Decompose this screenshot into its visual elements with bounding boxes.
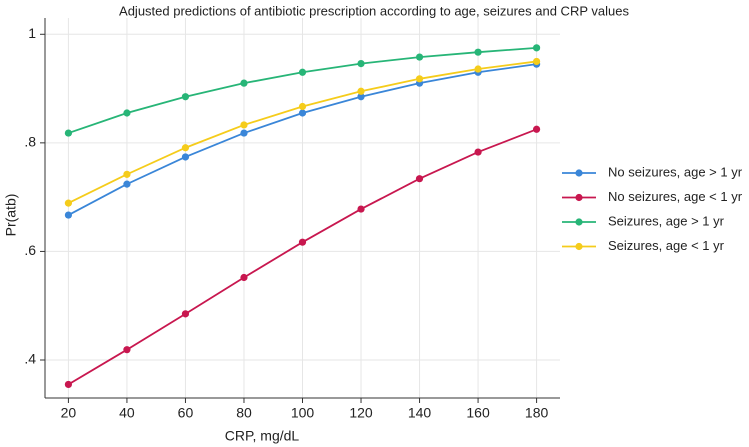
x-tick-label: 20 <box>61 405 77 421</box>
data-point <box>181 153 190 161</box>
legend-marker <box>575 218 583 226</box>
chart-title: Adjusted predictions of antibiotic presc… <box>119 3 629 18</box>
legend-marker <box>575 193 583 202</box>
data-point <box>64 380 73 389</box>
data-point <box>240 79 248 87</box>
data-point <box>532 57 541 66</box>
data-point <box>415 75 424 83</box>
y-tick-label: .6 <box>24 242 36 258</box>
y-tick-label: .8 <box>24 134 36 150</box>
data-point <box>357 93 365 101</box>
legend-label: Seizures, age > 1 yr <box>608 213 725 228</box>
x-tick-label: 40 <box>119 405 135 421</box>
data-point <box>64 129 73 137</box>
data-point <box>298 109 307 117</box>
data-point <box>415 175 424 183</box>
x-tick-label: 100 <box>291 405 315 421</box>
data-point <box>181 93 190 101</box>
x-tick-label: 120 <box>349 405 373 421</box>
data-point <box>240 121 248 129</box>
data-point <box>298 68 307 76</box>
data-point <box>474 148 482 156</box>
y-tick-label: .4 <box>24 351 36 367</box>
legend-label: Seizures, age < 1 yr <box>608 238 725 253</box>
data-point <box>181 144 190 152</box>
legend-label: No seizures, age < 1 yr <box>608 189 743 204</box>
data-point <box>474 48 482 56</box>
legend-label: No seizures, age > 1 yr <box>608 164 743 179</box>
data-point <box>298 238 307 246</box>
data-point <box>357 60 365 68</box>
data-point <box>123 170 131 178</box>
data-point <box>415 53 424 61</box>
data-point <box>357 205 365 213</box>
x-tick-label: 180 <box>525 405 549 421</box>
y-tick-label: 1 <box>28 25 36 41</box>
data-point <box>123 180 131 188</box>
x-tick-label: 140 <box>408 405 432 421</box>
data-point <box>532 44 541 52</box>
x-tick-label: 80 <box>236 405 252 421</box>
legend-marker <box>575 242 583 251</box>
data-point <box>298 102 307 111</box>
data-point <box>64 211 73 219</box>
data-point <box>357 87 365 95</box>
x-tick-label: 60 <box>178 405 194 421</box>
legend-marker <box>575 169 583 177</box>
data-point <box>123 346 131 354</box>
data-point <box>532 125 541 133</box>
y-axis-title: Pr(atb) <box>3 194 19 237</box>
data-point <box>474 65 482 73</box>
data-point <box>123 109 131 117</box>
x-axis-title: CRP, mg/dL <box>225 428 300 444</box>
data-point <box>64 199 73 207</box>
data-point <box>240 273 248 282</box>
data-point <box>181 310 190 318</box>
x-tick-label: 160 <box>466 405 490 421</box>
data-point <box>240 129 248 137</box>
